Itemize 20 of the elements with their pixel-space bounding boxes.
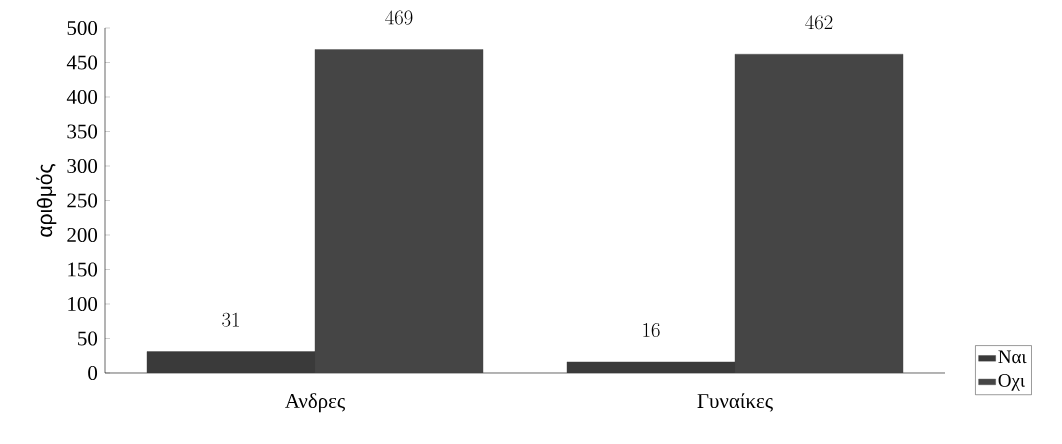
data-label: 462 (805, 15, 833, 30)
y-tick-label: 150 (68, 262, 98, 277)
y-tick-label: 350 (67, 124, 98, 139)
data-label: 31 (222, 312, 239, 327)
data-label: 16 (643, 323, 660, 338)
legend-label: Ναι (998, 350, 1027, 364)
y-tick-label: 200 (67, 227, 98, 243)
y-tick-label: 400 (66, 89, 98, 105)
y-tick-label: 450 (66, 55, 98, 70)
y-tick-label: 500 (67, 20, 98, 36)
y-tick-label: 250 (67, 193, 98, 208)
y-tick-label: 100 (68, 296, 98, 312)
y-tick-label: 300 (67, 158, 98, 174)
x-tick-label: Ανδρες (285, 393, 345, 413)
y-tick-label: 0 (88, 365, 98, 381)
data-label: 469 (385, 10, 413, 25)
y-tick-label: 50 (78, 331, 98, 346)
legend-label: Οχι (998, 374, 1025, 391)
y-axis-title: αριθμός (36, 164, 57, 237)
x-tick-label: Γυναίκες (697, 393, 773, 412)
